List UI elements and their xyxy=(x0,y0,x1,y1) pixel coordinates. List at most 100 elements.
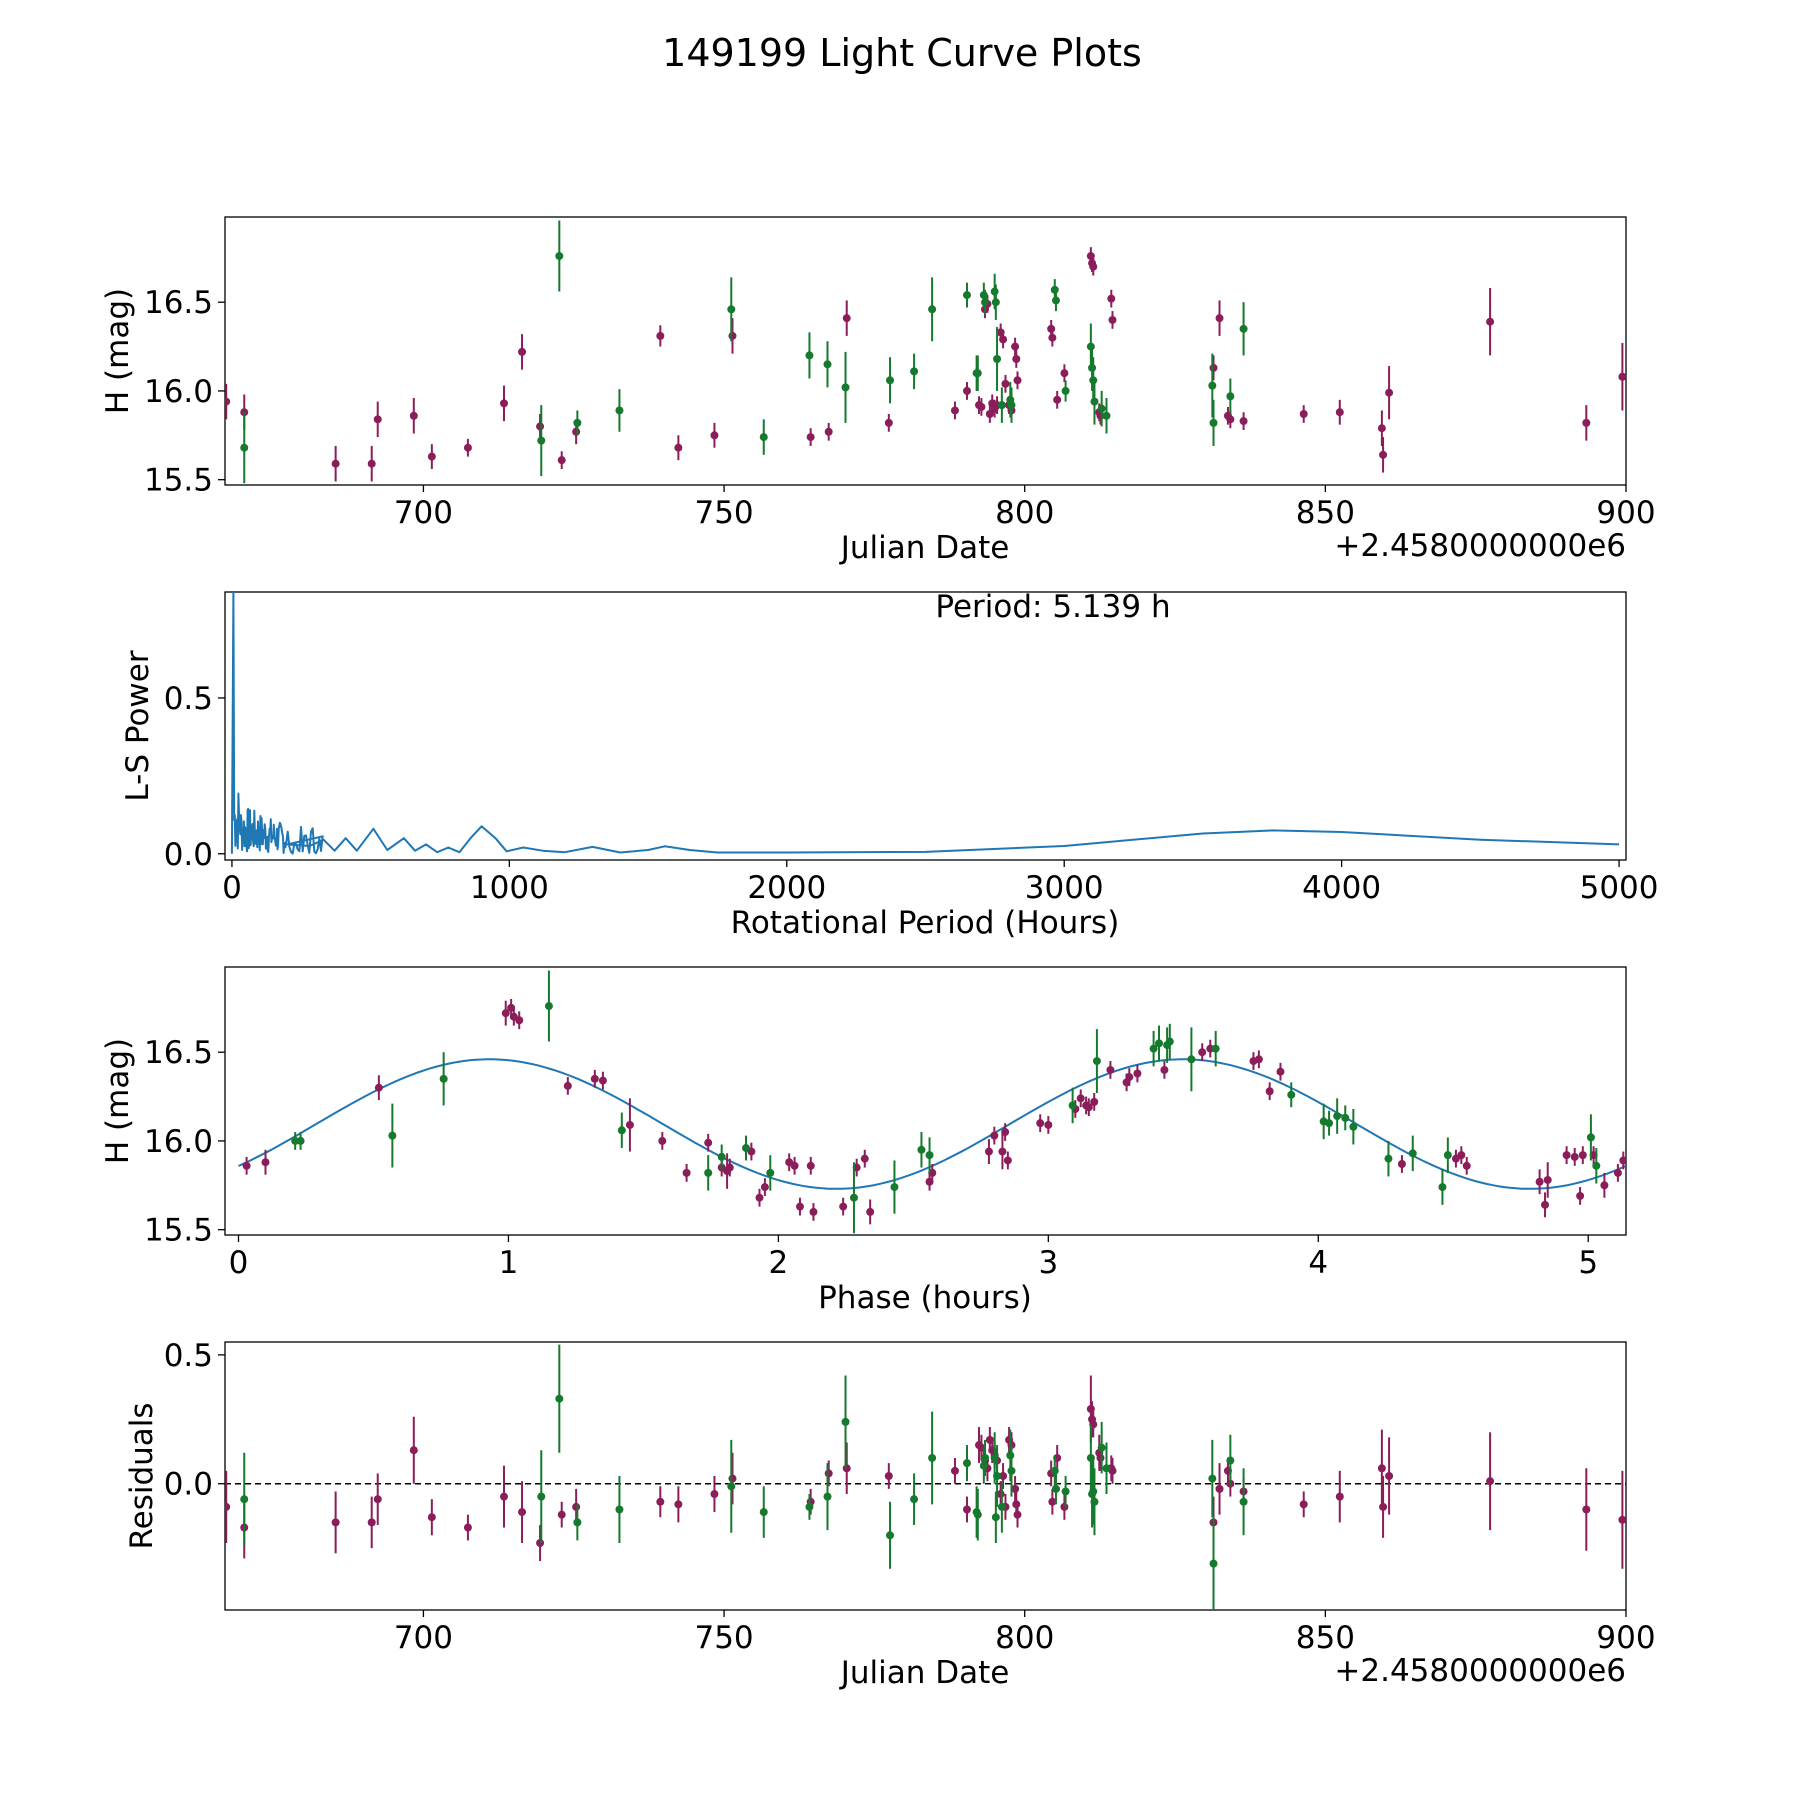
purple-point xyxy=(1011,342,1020,351)
green-point xyxy=(1325,1119,1334,1128)
purple-point xyxy=(866,1207,875,1216)
purple-point xyxy=(1160,1065,1169,1074)
green-point xyxy=(993,354,1002,363)
green-point xyxy=(617,1126,626,1135)
purple-point xyxy=(842,1464,851,1473)
green-point xyxy=(1090,397,1099,406)
green-point xyxy=(841,1417,850,1426)
purple-point xyxy=(1385,388,1394,397)
purple-point xyxy=(1048,1497,1057,1506)
purple-point xyxy=(1299,1500,1308,1509)
purple-point xyxy=(1239,417,1248,426)
purple-point xyxy=(598,1076,607,1085)
panel-periodogram: 0 1000 2000 3000 4000 5000 0.0 0.5 Period: 5.13… xyxy=(120,589,1659,941)
purple-point xyxy=(1582,1505,1591,1514)
phased-marks xyxy=(238,970,1626,1234)
y-tick-label: 0.0 xyxy=(164,837,213,873)
green-point xyxy=(1089,376,1098,385)
purple-point xyxy=(755,1193,764,1202)
green-point xyxy=(704,1168,713,1177)
x-tick-label: 1 xyxy=(499,1245,519,1281)
y-axis-label: L-S Power xyxy=(120,650,156,801)
y-tick-label: 0.5 xyxy=(164,681,213,717)
purple-point xyxy=(536,422,545,431)
green-point xyxy=(925,1151,934,1160)
green-point xyxy=(1443,1151,1452,1160)
purple-point xyxy=(1618,372,1626,381)
green-point xyxy=(544,1002,553,1011)
x-tick-label: 750 xyxy=(694,495,753,531)
purple-point xyxy=(518,347,527,356)
periodogram-ticks: 0 1000 2000 3000 4000 5000 0.0 0.5 xyxy=(164,681,1659,906)
green-point xyxy=(1050,285,1059,294)
lightcurve-marks xyxy=(225,220,1626,484)
purple-point xyxy=(1125,1073,1134,1082)
green-point xyxy=(1007,1466,1016,1475)
x-offset-label: +2.4580000000e6 xyxy=(1334,1653,1626,1689)
purple-point xyxy=(374,1083,383,1092)
purple-point xyxy=(704,1138,713,1147)
x-tick-label: 700 xyxy=(394,495,453,531)
purple-point xyxy=(658,1136,667,1145)
green-point xyxy=(1092,1057,1101,1066)
purple-point xyxy=(1013,1510,1022,1519)
x-tick-label: 900 xyxy=(1596,495,1655,531)
purple-point xyxy=(1215,314,1224,323)
purple-point xyxy=(1108,1466,1117,1475)
green-point xyxy=(1226,392,1235,401)
purple-point xyxy=(625,1120,634,1129)
purple-point xyxy=(1036,1119,1045,1128)
green-point xyxy=(1165,1037,1174,1046)
green-point xyxy=(849,1193,858,1202)
green-point xyxy=(1341,1113,1350,1122)
y-tick-label: 16.0 xyxy=(144,374,213,410)
green-point xyxy=(1208,1474,1217,1483)
purple-point xyxy=(884,1472,893,1480)
purple-point xyxy=(1576,1191,1585,1200)
purple-point xyxy=(990,1131,999,1140)
purple-point xyxy=(1209,363,1218,372)
green-point xyxy=(1384,1154,1393,1163)
purple-point xyxy=(962,1505,971,1514)
x-axis-label: Rotational Period (Hours) xyxy=(731,905,1120,941)
purple-point xyxy=(809,1207,818,1216)
purple-point xyxy=(1003,1156,1012,1165)
purple-point xyxy=(1089,262,1098,271)
green-point xyxy=(1592,1161,1601,1170)
x-tick-label: 1000 xyxy=(470,870,549,906)
green-point xyxy=(1061,1487,1070,1496)
y-tick-label: 15.5 xyxy=(144,463,213,499)
green-point xyxy=(1149,1044,1158,1053)
purple-point xyxy=(1090,1097,1099,1106)
x-tick-label: 3000 xyxy=(1025,870,1104,906)
green-point xyxy=(1209,418,1218,427)
green-point xyxy=(759,433,768,442)
purple-point xyxy=(499,399,508,408)
green-point xyxy=(1211,1044,1220,1053)
purple-point xyxy=(536,1539,545,1547)
purple-point xyxy=(225,1502,231,1511)
green-point xyxy=(1088,363,1097,372)
purple-point xyxy=(1012,354,1021,363)
green-point xyxy=(555,252,564,261)
purple-point xyxy=(999,335,1008,344)
x-tick-label: 700 xyxy=(394,1620,453,1656)
green-point xyxy=(917,1145,926,1154)
period-annotation: Period: 5.139 h xyxy=(935,589,1170,625)
purple-point xyxy=(1535,1177,1544,1186)
purple-point xyxy=(225,397,231,406)
panel-residuals: 700 750 800 850 900 0.0 0.5 Julian Date +2.458… xyxy=(124,1338,1656,1691)
green-point xyxy=(1102,1464,1111,1473)
purple-point xyxy=(1619,1156,1626,1165)
purple-point xyxy=(1108,315,1117,324)
y-tick-label: 15.5 xyxy=(144,1213,213,1249)
purple-point xyxy=(860,1154,869,1163)
y-axis-label: Residuals xyxy=(124,1402,160,1549)
green-point xyxy=(615,406,624,415)
purple-point xyxy=(728,331,737,340)
purple-point xyxy=(501,1009,510,1018)
purple-point xyxy=(790,1161,799,1170)
purple-point xyxy=(842,314,851,323)
green-point xyxy=(979,1461,988,1470)
